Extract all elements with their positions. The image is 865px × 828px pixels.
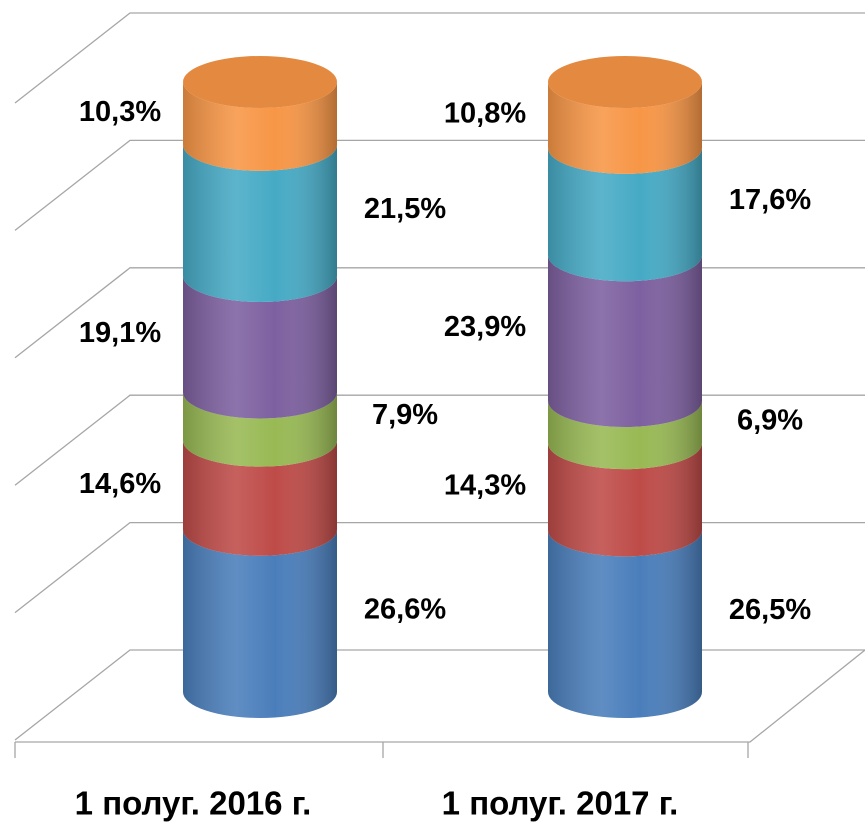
value-label: 19,1% (79, 317, 161, 349)
value-label: 7,9% (372, 399, 438, 431)
segment-shade (548, 82, 702, 174)
grid-line (14, 649, 865, 741)
segment-shade (548, 255, 702, 428)
cylinder-top-shade (548, 56, 702, 108)
cylinder-top (548, 56, 702, 108)
segment-shade (548, 530, 702, 718)
value-label: 10,8% (444, 98, 526, 130)
value-label: 14,3% (444, 469, 526, 501)
value-label: 10,3% (79, 96, 161, 128)
segment-shade (183, 275, 337, 419)
segment-shade (183, 392, 337, 467)
segment-shade (183, 82, 337, 171)
segment-shade (548, 401, 702, 470)
grid-line (14, 12, 865, 104)
value-label: 6,9% (737, 405, 803, 437)
segment-shade (183, 144, 337, 302)
segment-shade (183, 529, 337, 718)
segment-shade (183, 440, 337, 556)
value-label: 17,6% (729, 184, 811, 216)
cylinder-top (183, 56, 337, 108)
cylinder-top-shade (183, 56, 337, 108)
value-label: 26,6% (364, 594, 446, 626)
x-tick-label: 1 полуг. 2017 г. (442, 785, 679, 822)
x-tick-label: 1 полуг. 2016 г. (75, 785, 312, 822)
value-label: 26,5% (729, 594, 811, 626)
value-label: 23,9% (444, 311, 526, 343)
floor (15, 649, 865, 743)
value-label: 14,6% (79, 468, 161, 500)
value-label: 21,5% (364, 193, 446, 225)
segment-shade (548, 147, 702, 282)
segment-shade (548, 443, 702, 557)
